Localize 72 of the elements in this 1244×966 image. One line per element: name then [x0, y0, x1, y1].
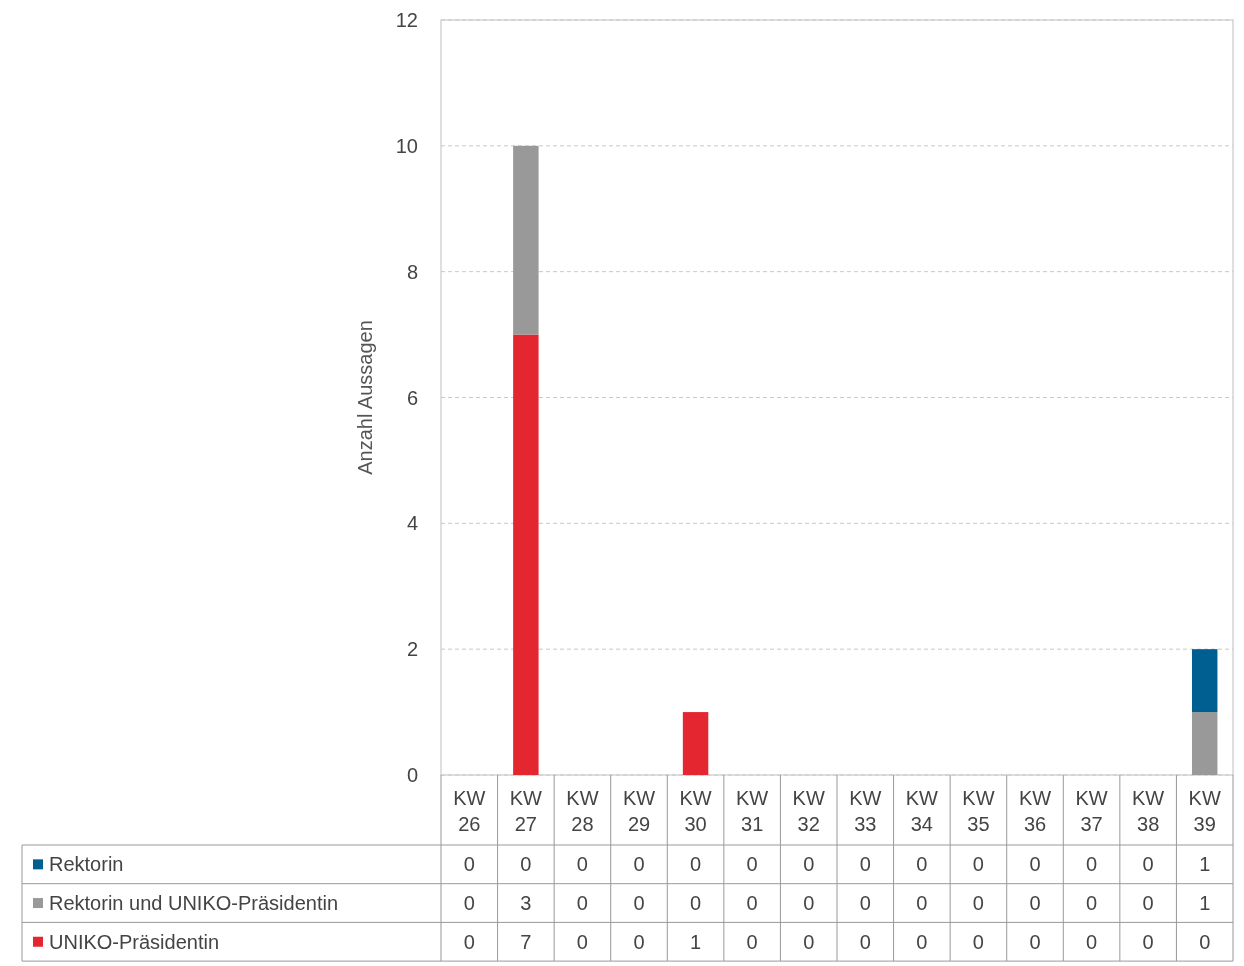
data-label: 0 [633, 853, 645, 876]
x-tick-label: KW 34 [905, 787, 939, 835]
x-tick-label: KW 35 [962, 787, 995, 835]
data-label: 0 [859, 930, 871, 953]
data-label: 0 [746, 930, 758, 953]
data-label: 7 [520, 930, 532, 953]
x-tick-label: KW 31 [736, 787, 769, 835]
bar [1191, 712, 1218, 775]
data-label: 0 [690, 853, 702, 876]
data-label: 0 [576, 930, 588, 953]
data-label: 0 [1086, 853, 1098, 876]
bar [513, 334, 539, 775]
data-label: 0 [916, 853, 928, 876]
data-label: 0 [633, 930, 645, 953]
data-label: 0 [1142, 930, 1154, 953]
data-label: 0 [1029, 853, 1041, 876]
y-tick-label: 0 [406, 764, 418, 786]
data-label: 0 [576, 892, 588, 915]
y-tick-label: 4 [406, 512, 418, 535]
x-tick-label: KW 30 [679, 787, 712, 835]
data-label: 0 [916, 892, 928, 915]
x-tick-label: KW 33 [849, 787, 882, 835]
data-label: 0 [463, 930, 475, 953]
x-tick-label: KW 37 [1075, 787, 1108, 835]
x-tick-label: KW 39 [1188, 787, 1221, 835]
data-label: 0 [1199, 930, 1211, 953]
data-label: 0 [1142, 892, 1154, 915]
data-label: 0 [690, 892, 702, 915]
data-label: 1 [690, 930, 702, 953]
x-tick-label: KW 26 [453, 787, 486, 835]
bar [682, 712, 709, 775]
y-tick-label: 2 [406, 638, 418, 661]
data-label: 0 [463, 892, 475, 915]
x-tick-label: KW 38 [1132, 787, 1165, 835]
data-label: 1 [1199, 853, 1211, 876]
data-label: 0 [463, 853, 475, 876]
y-tick-label: 8 [406, 260, 418, 283]
legend-label: UNIKO-Präsidentin [49, 930, 220, 953]
data-label: 3 [520, 892, 532, 915]
data-label: 0 [972, 930, 984, 953]
y-tick-label: 6 [406, 386, 418, 409]
y-tick-label: 12 [395, 9, 418, 31]
x-tick-label: KW 27 [509, 787, 543, 835]
data-label: 0 [972, 892, 984, 915]
data-label: 0 [859, 892, 871, 915]
data-label: 0 [1142, 853, 1154, 876]
legend-label: Rektorin [49, 853, 124, 876]
data-label: 0 [803, 892, 815, 915]
data-label: 0 [1086, 930, 1098, 953]
data-label: 0 [916, 930, 928, 953]
data-label: 0 [1086, 892, 1098, 915]
x-tick-label: KW 32 [792, 787, 825, 835]
x-tick-label: KW 29 [622, 787, 656, 835]
data-label: 0 [576, 853, 588, 876]
data-label: 0 [859, 853, 871, 876]
data-label: 0 [520, 853, 532, 876]
data-label: 0 [1029, 930, 1041, 953]
bar [513, 145, 539, 335]
legend-label: Rektorin und UNIKO-Präsidentin [49, 892, 339, 915]
x-tick-label: KW 28 [566, 787, 599, 835]
data-label: 0 [803, 853, 815, 876]
data-label: 0 [633, 892, 645, 915]
data-label: 0 [803, 930, 815, 953]
y-axis-title: Anzahl Aussagen [354, 320, 376, 475]
bar [1191, 649, 1218, 713]
data-label: 0 [972, 853, 984, 876]
data-label: 0 [746, 853, 758, 876]
data-label: 0 [746, 892, 758, 915]
y-tick-label: 10 [395, 134, 418, 157]
data-label: 0 [1029, 892, 1041, 915]
data-label: 1 [1199, 892, 1211, 915]
x-tick-label: KW 36 [1018, 787, 1052, 835]
